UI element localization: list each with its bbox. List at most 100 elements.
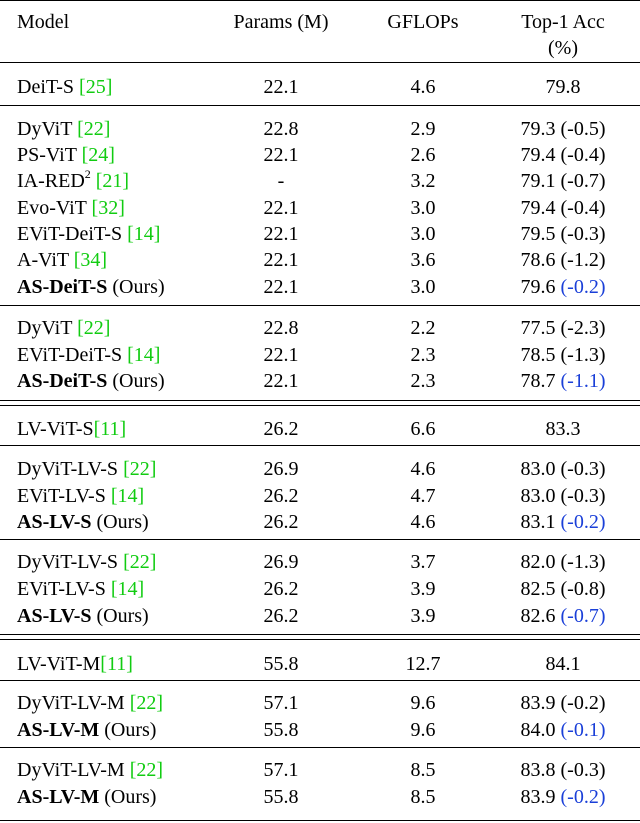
horizontal-rule	[0, 820, 640, 821]
table-row: EViT-LV-S [14] 26.2 3.9 82.5 (-0.8)	[0, 576, 640, 602]
model-label: LV-ViT-M	[17, 653, 101, 675]
accuracy-number: 83.9	[520, 786, 561, 808]
params-value: 57.1	[263, 759, 299, 781]
citation-link[interactable]: [34]	[73, 249, 108, 271]
table-row: AS-DeiT-S (Ours) 22.1 3.0 79.6 (-0.2)	[0, 274, 640, 300]
accuracy-delta: (-1.3)	[560, 344, 606, 366]
gflops-value: 12.7	[405, 653, 441, 675]
citation-link[interactable]: [22]	[129, 692, 164, 714]
table-row: AS-LV-S (Ours) 26.2 3.9 82.6 (-0.7)	[0, 603, 640, 629]
citation-link[interactable]: [11]	[93, 418, 127, 440]
citation-link[interactable]: [14]	[127, 344, 161, 366]
model-name: AS-LV-M (Ours)	[17, 784, 156, 810]
citation-link[interactable]: [11]	[100, 653, 133, 675]
accuracy-value: 78.6 (-1.2)	[495, 247, 631, 273]
table-row: DyViT [22] 22.8 2.9 79.3 (-0.5)	[0, 116, 640, 142]
params-value: 26.2	[263, 511, 299, 533]
accuracy-delta: (-0.3)	[560, 458, 606, 480]
params-value: 55.8	[263, 786, 299, 808]
accuracy-value: 79.6 (-0.2)	[495, 274, 631, 300]
model-name: AS-LV-S (Ours)	[17, 509, 149, 535]
header-gflops: GFLOPs	[387, 11, 459, 33]
gflops-value: 4.6	[410, 76, 436, 98]
accuracy-number: 78.5	[520, 344, 561, 366]
accuracy-number: 83.9	[520, 692, 561, 714]
model-name: AS-DeiT-S (Ours)	[17, 274, 165, 300]
citation-link[interactable]: [24]	[81, 144, 115, 166]
table-row: DyViT-LV-S [22] 26.9 3.7 82.0 (-1.3)	[0, 549, 640, 575]
citation-link[interactable]: [32]	[91, 197, 125, 219]
horizontal-rule	[0, 539, 640, 540]
model-label: EViT-DeiT-S	[17, 223, 128, 245]
accuracy-number: 79.3	[520, 118, 561, 140]
gflops-value: 2.9	[410, 118, 436, 140]
horizontal-rule	[0, 405, 640, 406]
model-name: Evo-ViT [32]	[17, 195, 125, 221]
accuracy-delta: (-0.1)	[560, 719, 606, 741]
gflops-value: 4.6	[410, 458, 436, 480]
horizontal-rule	[0, 639, 640, 640]
citation-link[interactable]: [25]	[79, 76, 113, 98]
citation-link[interactable]: [22]	[123, 551, 157, 573]
citation-link[interactable]: [21]	[95, 170, 130, 192]
model-name: LV-ViT-S[11]	[17, 416, 126, 442]
params-value: 22.1	[263, 249, 299, 271]
params-value: 22.8	[263, 118, 299, 140]
accuracy-value: 83.0 (-0.3)	[495, 456, 631, 482]
header-acc-unit: (%)	[548, 37, 578, 59]
citation-link[interactable]: [14]	[110, 578, 145, 600]
table-row: DyViT-LV-M [22] 57.1 8.5 83.8 (-0.3)	[0, 757, 640, 783]
citation-link[interactable]: [22]	[123, 458, 157, 480]
citation-link[interactable]: [22]	[77, 118, 111, 140]
gflops-value: 9.6	[410, 719, 436, 741]
ours-suffix: (Ours)	[99, 786, 157, 808]
gflops-value: 9.6	[410, 692, 436, 714]
accuracy-delta: (-0.3)	[560, 759, 606, 781]
accuracy-number: 78.7	[520, 370, 561, 392]
table-row: DeiT-S [25] 22.1 4.6 79.8	[0, 74, 640, 100]
accuracy-value: 77.5 (-2.3)	[495, 315, 631, 341]
accuracy-value: 83.9 (-0.2)	[495, 784, 631, 810]
model-label: Evo-ViT	[17, 197, 92, 219]
gflops-value: 4.7	[410, 485, 436, 507]
accuracy-delta: (-0.7)	[560, 170, 606, 192]
table-row: AS-LV-M (Ours) 55.8 8.5 83.9 (-0.2)	[0, 784, 640, 810]
gflops-value: 2.3	[410, 370, 436, 392]
model-label: AS-LV-S	[17, 605, 92, 627]
model-name: DyViT-LV-M [22]	[17, 690, 163, 716]
model-name: PS-ViT [24]	[17, 142, 115, 168]
citation-link[interactable]: [22]	[77, 317, 111, 339]
model-label: EViT-LV-S	[17, 485, 111, 507]
gflops-value: 3.2	[410, 170, 436, 192]
table-row: DyViT [22] 22.8 2.2 77.5 (-2.3)	[0, 315, 640, 341]
model-label: DyViT-LV-S	[17, 458, 124, 480]
model-label: AS-LV-M	[17, 719, 100, 741]
accuracy-number: 79.5	[520, 223, 561, 245]
gflops-value: 2.2	[410, 317, 436, 339]
citation-link[interactable]: [14]	[110, 485, 145, 507]
accuracy-value: 78.7 (-1.1)	[495, 368, 631, 394]
accuracy-value: 82.6 (-0.7)	[495, 603, 631, 629]
params-value: -	[277, 170, 285, 192]
accuracy-number: 77.5	[520, 317, 561, 339]
accuracy-value: 79.8	[495, 74, 631, 100]
citation-link[interactable]: [14]	[127, 223, 161, 245]
gflops-value: 3.0	[410, 197, 436, 219]
model-label: DyViT-LV-M	[17, 759, 130, 781]
accuracy-delta: (-0.2)	[560, 511, 606, 533]
accuracy-delta: (-2.3)	[560, 317, 606, 339]
model-label: DeiT-S	[17, 76, 80, 98]
gflops-value: 3.0	[410, 276, 436, 298]
ours-suffix: (Ours)	[99, 719, 157, 741]
citation-link[interactable]: [22]	[129, 759, 164, 781]
accuracy-delta: (-1.2)	[560, 249, 606, 271]
gflops-value: 2.3	[410, 344, 436, 366]
gflops-value: 3.9	[410, 578, 436, 600]
accuracy-value: 79.3 (-0.5)	[495, 116, 631, 142]
table-row: LV-ViT-M[11] 55.8 12.7 84.1	[0, 651, 640, 677]
accuracy-delta: (-0.5)	[560, 118, 606, 140]
accuracy-value: 83.0 (-0.3)	[495, 483, 631, 509]
horizontal-rule	[0, 305, 640, 306]
accuracy-value: 79.5 (-0.3)	[495, 221, 631, 247]
